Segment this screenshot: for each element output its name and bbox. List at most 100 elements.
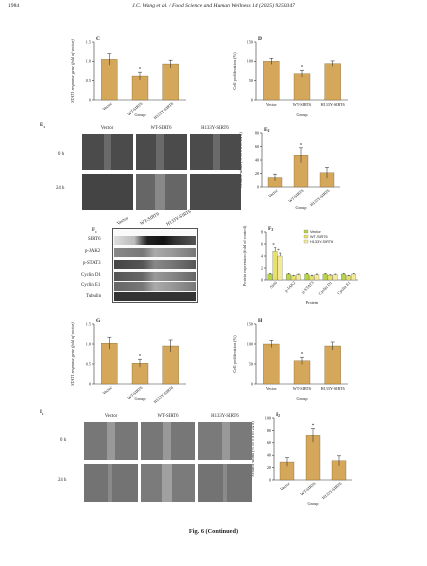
blot-band-sirt6	[114, 236, 196, 245]
blot-band-tubulin	[114, 292, 196, 301]
x-tick-label-i2: Vector	[279, 481, 291, 492]
y-tick-label-g: 0.5	[86, 361, 91, 366]
chart-panel-d: D 0 50 100 150 Cell proliferation (%) Vector * W…	[232, 36, 348, 117]
western-blot	[112, 228, 198, 303]
y-tick-label-g: 0	[89, 381, 91, 386]
y-tick-label-h: 150	[247, 321, 253, 326]
x-tick-label-d: Vector	[266, 102, 278, 107]
legend-label-f2: H133Y-SIRT6	[310, 240, 333, 244]
x-tick-label-c: H133Y-SIRT6	[153, 101, 175, 120]
y-tick-label-e2: 60	[255, 144, 259, 149]
i1-col-wt: WT-SIRT6	[157, 414, 179, 419]
y-tick-label-i2: 60	[267, 440, 271, 445]
e1-image-h133y-24h	[190, 174, 241, 210]
bar-f2	[322, 273, 328, 281]
x-tick-label-e2: WT-SIRT6	[287, 188, 304, 204]
y-tick-label-d: 50	[249, 78, 253, 83]
bar-f2	[304, 273, 310, 281]
chart-panel-c: C 0 0.5 1.0 1.5 STAT1 response gene (fold of …	[70, 36, 186, 120]
y-tick-label-d: 150	[247, 39, 253, 44]
y-tick-label-f2: 4	[261, 253, 264, 258]
bar-g	[101, 343, 118, 385]
bar-f2	[277, 255, 283, 281]
y-tick-label-c: 1.5	[86, 39, 91, 44]
panel-letter-g: G	[96, 318, 101, 324]
i1-image-vector-24h	[84, 464, 138, 502]
blot-label-pjak2: p-JAK2	[85, 249, 101, 254]
y-tick-label-e2: 80	[255, 130, 259, 135]
blot-label-tubulin: Tubulin	[86, 294, 102, 299]
x-axis-label-i2: Group	[308, 501, 319, 506]
bar-f2	[267, 273, 273, 281]
bar-f2	[341, 273, 346, 281]
legend-label-f2: Vector	[310, 230, 321, 234]
panel-i1-letter: I1	[40, 410, 44, 416]
x-tick-label-g: H133Y-SIRT6	[153, 385, 175, 404]
e1-image-vector-24h	[82, 174, 133, 210]
y-tick-label-c: 0.5	[86, 78, 91, 83]
x-axis-label-f2: Protein	[306, 300, 319, 305]
blot-label-pstat3: p-STAT3	[83, 261, 101, 266]
y-axis-label-f2: Protein expression (fold of control)	[242, 225, 247, 286]
figure-caption: Fig. 6 (Continued)	[188, 528, 239, 535]
bar-f2	[332, 274, 338, 281]
x-tick-label-c: Vector	[101, 101, 113, 112]
legend-swatch-f2	[303, 234, 309, 239]
panel-letter-d: D	[258, 36, 262, 42]
bar-f2	[290, 275, 296, 281]
sig-star-e2: *	[300, 143, 303, 148]
i1-row-0h: 0 h	[60, 438, 66, 443]
bar-d	[263, 61, 280, 101]
bar-f2	[309, 275, 315, 281]
sig-star-g: *	[139, 355, 142, 360]
bar-f2	[295, 274, 301, 281]
y-tick-label-f2: 0	[261, 277, 263, 282]
blot-band-pstat3	[114, 260, 196, 269]
y-tick-label-h: 50	[249, 361, 253, 366]
sig-star-h: *	[301, 353, 304, 358]
blot-band-cycline1	[114, 282, 196, 291]
x-tick-label-e2: Vector	[267, 188, 279, 199]
bar-f2	[285, 273, 291, 281]
chart-panel-i2: I2 0 20 40 60 80 100 Scratch width (% of 0 h to…	[250, 412, 352, 506]
x-axis-label-e2: Group	[296, 205, 307, 210]
e1-col-vector: Vector	[100, 126, 114, 131]
i1-image-wt-0h	[141, 422, 195, 460]
y-tick-label-i2: 0	[269, 477, 271, 482]
panel-letter-f2: F2	[268, 226, 273, 232]
e1-col-h133y: H133Y-SIRT6	[201, 126, 229, 131]
y-tick-label-f2: 2	[261, 265, 263, 270]
x-tick-label-f2: Cyclin E1	[336, 280, 351, 295]
bar-c	[162, 63, 179, 101]
x-tick-label-d: WT-SIRT6	[293, 102, 311, 107]
x-tick-label-h: Vector	[266, 386, 278, 391]
i1-col-h133y: H133Y-SIRT6	[211, 414, 239, 419]
chart-panel-f2: F2 0 2 4 6 8 Protein expression (fold of contr…	[242, 225, 358, 305]
y-tick-label-d: 100	[247, 59, 253, 64]
y-tick-label-e2: 40	[255, 157, 259, 162]
y-tick-label-i2: 100	[265, 415, 271, 420]
e1-image-wt-0h	[136, 134, 187, 170]
legend-swatch-f2	[303, 229, 309, 234]
e1-row-24h: 24 h	[56, 186, 65, 191]
y-tick-label-g: 1.0	[86, 341, 91, 346]
y-tick-label-f2: 8	[261, 229, 263, 234]
x-tick-label-i2: H133Y-SIRT6	[321, 481, 343, 500]
y-tick-label-d: 0	[251, 97, 253, 102]
x-tick-label-h: H133Y-SIRT6	[321, 386, 345, 391]
blot-band-cyclind1	[114, 272, 196, 281]
running-header: J.C. Wang et al. / Food Science and Huma…	[132, 3, 295, 9]
panel-letter-i2: I2	[276, 412, 280, 418]
chart-panel-g: G 0 0.5 1.0 1.5 STAT1 response gene (fold of …	[70, 318, 186, 404]
blot-label-cycline1: Cyclin E1	[81, 283, 101, 288]
y-tick-label-i2: 40	[267, 453, 271, 458]
y-tick-label-c: 1.0	[86, 59, 91, 64]
e1-image-vector-0h	[82, 134, 133, 170]
i1-col-vector: Vector	[104, 414, 118, 419]
x-tick-label-f2: p-STAT3	[300, 280, 314, 294]
legend-swatch-f2	[303, 239, 309, 244]
i1-image-h133y-24h	[198, 464, 252, 502]
bar-c	[101, 59, 118, 101]
e1-col-wt: WT-SIRT6	[150, 126, 172, 131]
bar-d	[324, 63, 341, 101]
